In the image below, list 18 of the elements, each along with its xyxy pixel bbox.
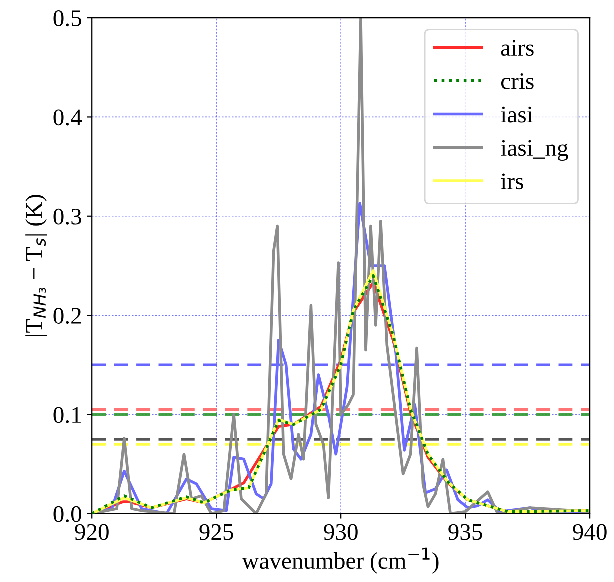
legend-label: iasi_ng	[501, 140, 568, 161]
x-tick-label: 935	[448, 524, 482, 540]
y-tick-label: 0.1	[54, 407, 81, 424]
x-tick-label: 920	[75, 524, 109, 540]
y-tick-label: 0.0	[54, 506, 82, 522]
y-tick-label: 0.5	[54, 10, 82, 27]
y-tick-label: 0.4	[54, 110, 82, 126]
x-tick-label: 940	[573, 524, 607, 540]
y-tick-label: 0.3	[54, 208, 82, 225]
y-tick-label: 0.2	[54, 308, 82, 324]
x-tick-label: 930	[324, 524, 358, 540]
y-axis-title: |T$_{NH₃}$ − T$_{s}$| (K)	[26, 195, 48, 336]
legend-label: iasi	[501, 106, 533, 123]
legend-label: cris	[502, 74, 534, 90]
x-axis-title: wavenumber (cm$^{−1}$)	[242, 548, 439, 574]
x-tick-label: 925	[200, 524, 234, 540]
legend-label: airs	[501, 40, 534, 56]
legend-label: irs	[501, 174, 524, 190]
